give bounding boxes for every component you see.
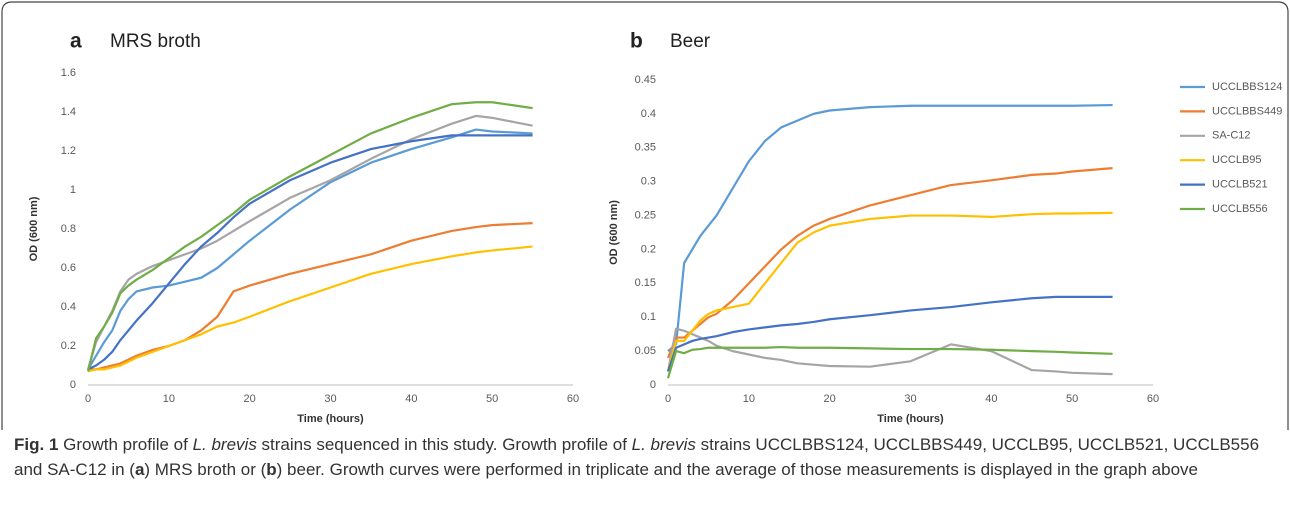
y-tick-label: 0.15 xyxy=(635,277,656,289)
caption-text: L. brevis xyxy=(192,435,257,454)
line xyxy=(86,101,533,372)
y-axis-label: OD (600 nm) xyxy=(28,196,40,261)
caption-text: L. brevis xyxy=(631,435,696,454)
y-tick-label: 0.4 xyxy=(61,301,76,313)
caption-text: ) beer. Growth curves were performed in … xyxy=(276,460,1199,479)
caption-text: strains UCCLBBS124, UCCLBBS449, UCCLB95,… xyxy=(14,435,1260,479)
x-tick-label: 20 xyxy=(824,393,836,405)
line xyxy=(88,222,533,371)
x-tick-label: 20 xyxy=(244,393,256,405)
legend-label: UCCLB556 xyxy=(1212,203,1268,215)
x-tick-label: 30 xyxy=(324,393,336,405)
x-axis-label: Time (hours) xyxy=(297,413,364,425)
figure: a MRS broth 0 0.2 0.4 0.6 0.8 1 1.2 1.4 1.6 0 10 20 30… xyxy=(1,1,1289,430)
caption-text: ) MRS broth or ( xyxy=(144,460,267,479)
y-tick-label: 0 xyxy=(70,379,76,391)
y-tick-label: 1 xyxy=(70,184,76,196)
caption-text: strains sequenced in this study. Growth … xyxy=(256,435,632,454)
panel-label: b xyxy=(630,30,643,53)
y-tick-label: 0.2 xyxy=(61,340,76,352)
chart-title: MRS broth xyxy=(110,31,201,52)
caption-text: b xyxy=(266,460,277,479)
y-tick-label: 0 xyxy=(650,379,656,391)
x-tick-label: 40 xyxy=(405,393,417,405)
y-tick-label: 0.3 xyxy=(641,176,656,188)
x-tick-label: 0 xyxy=(665,393,671,405)
caption-text: a xyxy=(134,460,145,479)
y-tick-label: 0.1 xyxy=(641,311,656,323)
y-tick-label: 1.6 xyxy=(61,67,76,79)
panel-label: a xyxy=(70,30,82,53)
y-tick-label: 0.8 xyxy=(61,223,76,235)
legend-label: SA-C12 xyxy=(1212,130,1251,142)
legend-label: UCCLB95 xyxy=(1212,154,1262,166)
y-tick-label: 0.45 xyxy=(635,74,656,86)
legend-label: UCCLB521 xyxy=(1212,179,1268,191)
x-tick-label: 50 xyxy=(486,393,498,405)
line xyxy=(87,245,533,373)
chart-title: Beer xyxy=(670,31,711,52)
figure-border xyxy=(1,1,1289,430)
x-axis-label: Time (hours) xyxy=(877,413,944,425)
y-tick-label: 1.2 xyxy=(61,145,76,157)
line xyxy=(87,128,533,370)
x-tick-label: 10 xyxy=(163,393,175,405)
y-tick-label: 0.4 xyxy=(641,108,656,120)
line xyxy=(666,211,1113,372)
x-tick-label: 50 xyxy=(1066,393,1078,405)
x-tick-label: 10 xyxy=(743,393,755,405)
caption-text: Fig. 1 xyxy=(14,435,59,454)
caption-text: Growth profile of xyxy=(58,435,193,454)
legend-label: UCCLBBS124 xyxy=(1212,81,1282,93)
line xyxy=(666,327,1113,376)
y-tick-label: 0.25 xyxy=(635,209,656,221)
x-tick-label: 60 xyxy=(567,393,579,405)
legend-label: UCCLBBS449 xyxy=(1212,105,1282,117)
x-tick-label: 40 xyxy=(985,393,997,405)
line xyxy=(666,295,1113,372)
x-tick-label: 0 xyxy=(85,393,91,405)
x-tick-label: 30 xyxy=(904,393,916,405)
line xyxy=(86,114,533,370)
y-axis-label: OD (600 nm) xyxy=(608,200,620,265)
y-tick-label: 1.4 xyxy=(61,106,76,118)
y-tick-label: 0.35 xyxy=(635,142,656,154)
caption: Fig. 1 Growth profile of L. brevis strai… xyxy=(14,432,1276,482)
x-tick-label: 60 xyxy=(1147,393,1159,405)
line xyxy=(87,134,533,371)
line xyxy=(667,103,1113,352)
line xyxy=(666,345,1113,379)
y-tick-label: 0.6 xyxy=(61,262,76,274)
line xyxy=(666,167,1113,359)
y-tick-label: 0.2 xyxy=(641,243,656,255)
y-tick-label: 0.05 xyxy=(635,345,656,357)
